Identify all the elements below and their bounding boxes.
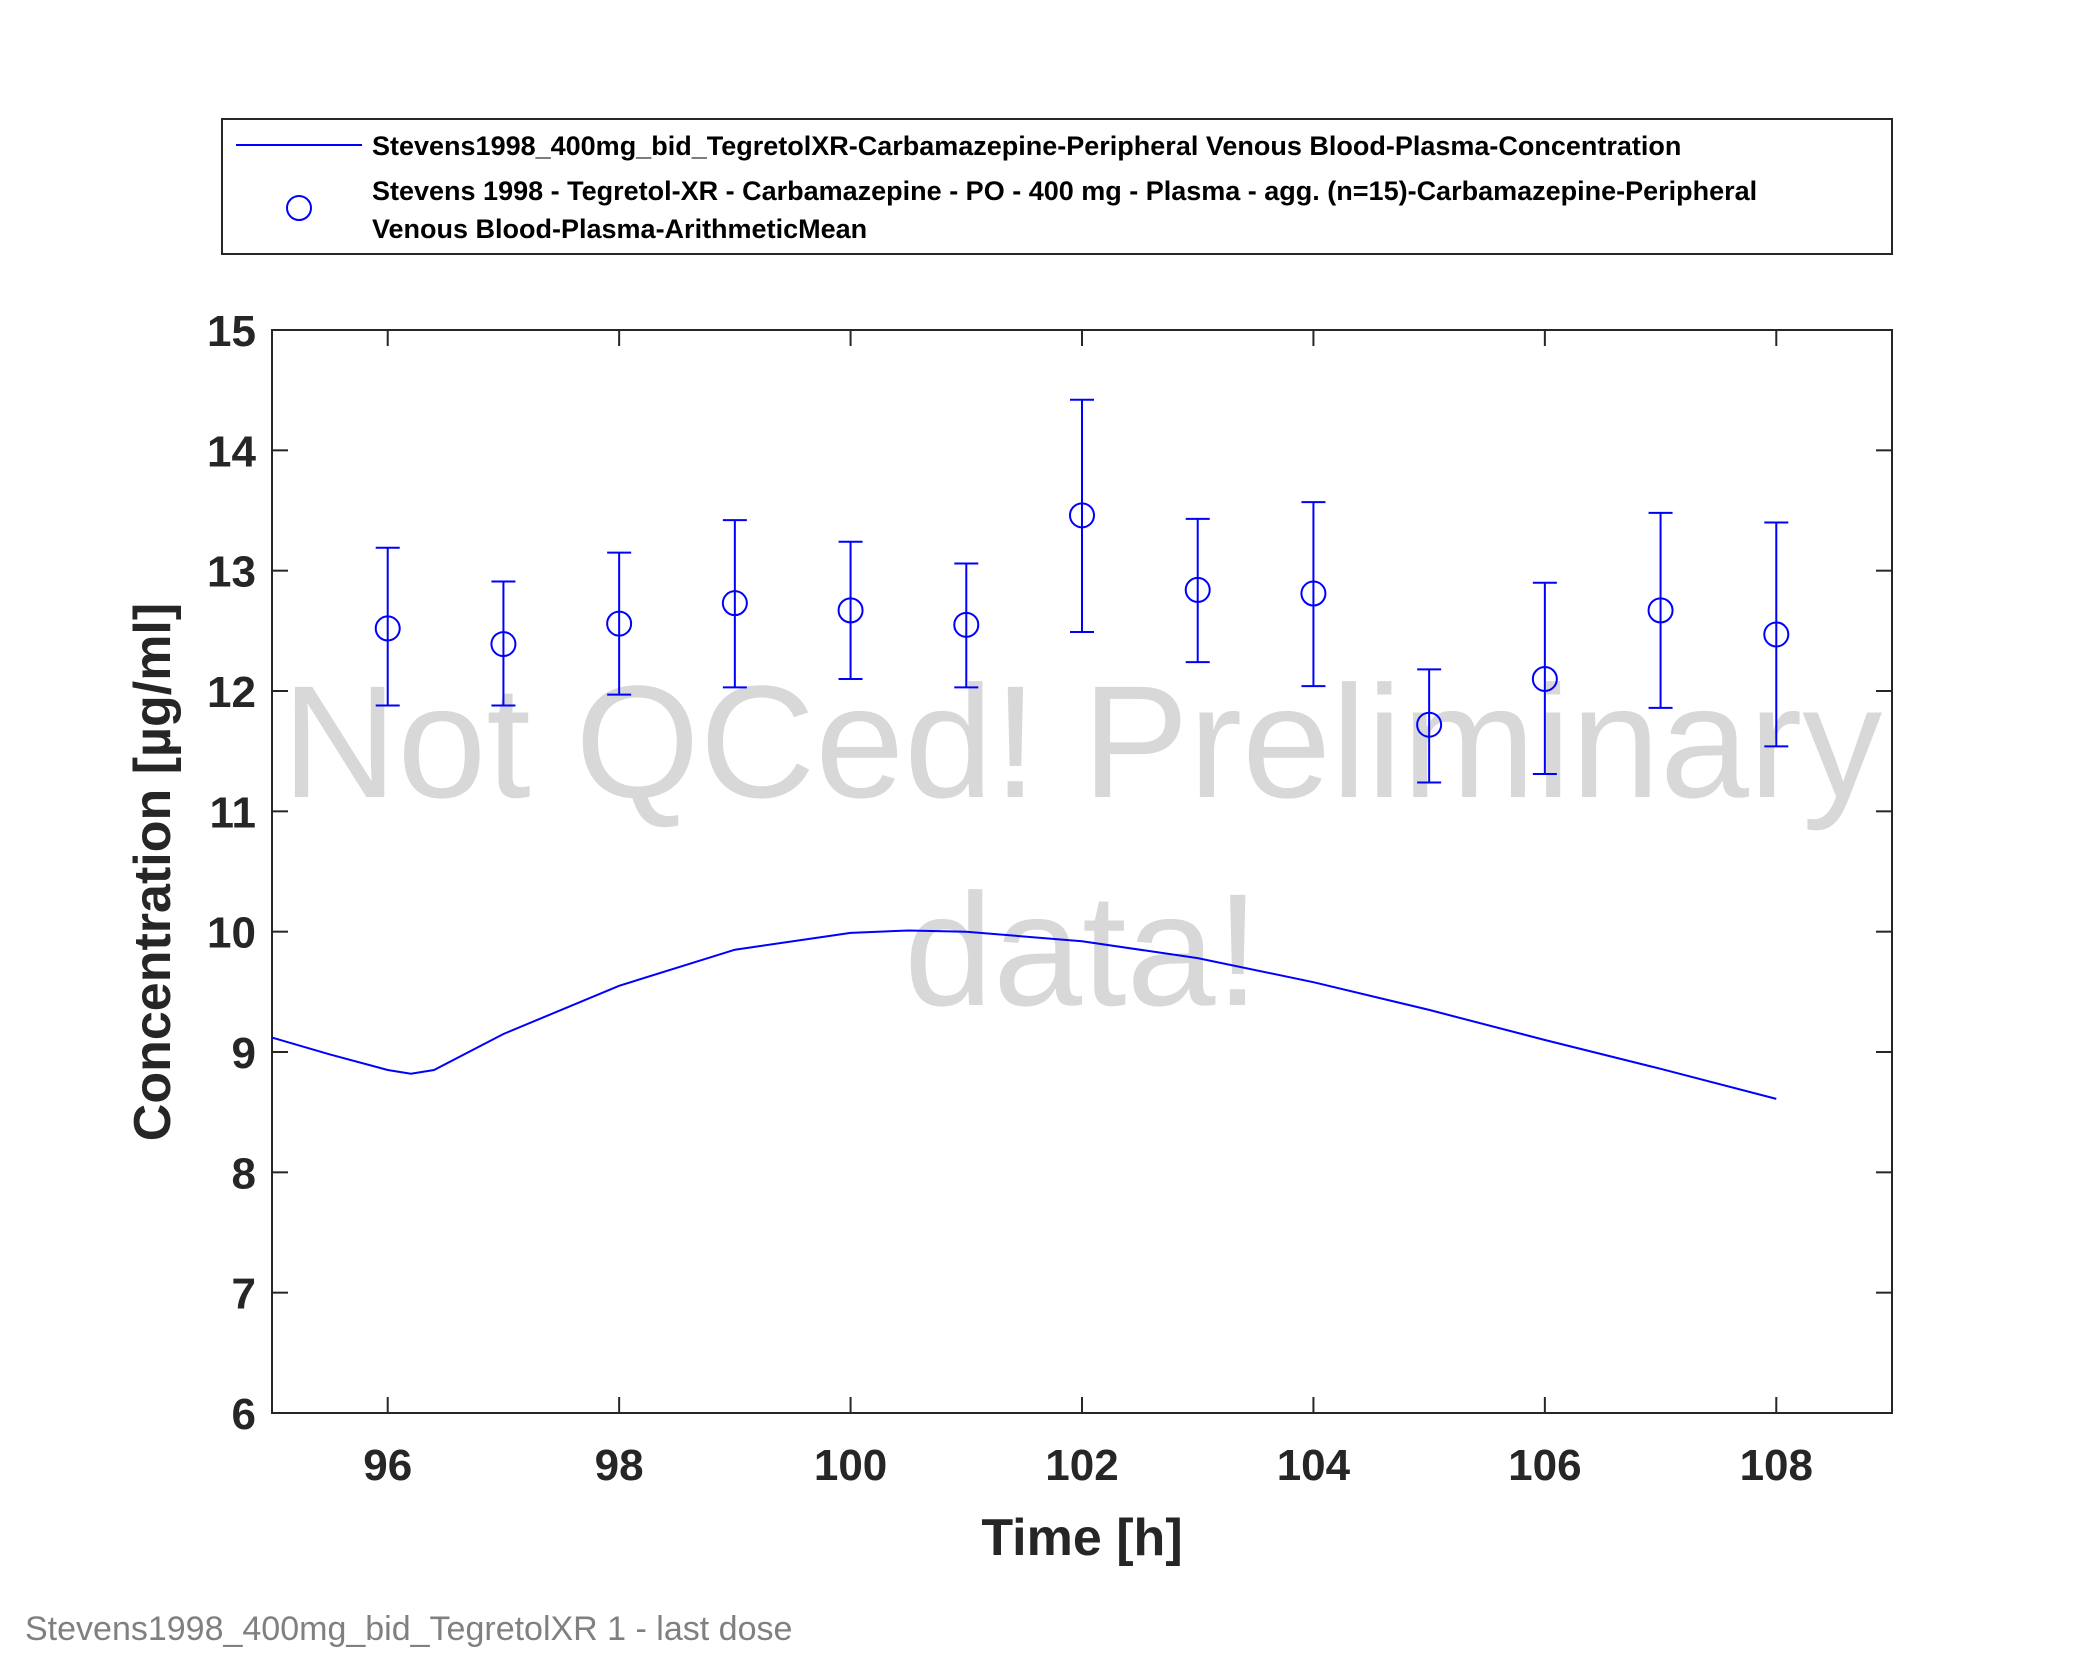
- x-tick-label: 106: [1508, 1441, 1581, 1490]
- data-marker: [1647, 597, 1674, 624]
- simulation-series: [271, 929, 1777, 1100]
- y-tick-label: 13: [207, 548, 256, 597]
- y-tick-label: 12: [207, 668, 256, 717]
- y-tick-label: 15: [207, 307, 256, 356]
- observed-point: [1531, 581, 1558, 776]
- data-marker: [606, 610, 633, 637]
- observed-point: [953, 562, 980, 689]
- x-tick-label: 100: [814, 1441, 887, 1490]
- y-tick-label: 8: [232, 1149, 256, 1198]
- x-tick-label: 102: [1045, 1441, 1118, 1490]
- legend: Stevens1998_400mg_bid_TegretolXR-Carbama…: [221, 118, 1893, 255]
- legend-line-label: Stevens1998_400mg_bid_TegretolXR-Carbama…: [372, 131, 1681, 161]
- watermark-line-1: Not QCed! Preliminary: [282, 652, 1882, 831]
- data-marker: [721, 590, 748, 617]
- data-marker: [374, 615, 401, 642]
- observed-point: [1416, 668, 1443, 784]
- observed-point: [490, 580, 517, 707]
- observed-point: [1300, 501, 1327, 688]
- observed-point: [1647, 511, 1674, 709]
- data-marker: [1300, 580, 1327, 607]
- legend-circle-swatch: [286, 195, 312, 221]
- y-tick-label: 11: [209, 788, 256, 837]
- watermark-line-2: data!: [904, 860, 1260, 1039]
- legend-scatter-label-line1: Stevens 1998 - Tegretol-XR - Carbamazepi…: [372, 176, 1757, 206]
- watermark: Not QCed! Preliminary data!: [282, 652, 1882, 1039]
- simulation-line: [271, 929, 1777, 1100]
- x-tick-label: 104: [1277, 1441, 1351, 1490]
- y-axis-title: Concentration [µg/ml]: [124, 603, 182, 1141]
- observed-point: [1069, 398, 1095, 634]
- data-marker: [1416, 711, 1443, 738]
- y-tick-label: 7: [232, 1270, 256, 1319]
- y-axis-ticks: 6 7 8 9 10 11 12 13 14 15: [207, 307, 1892, 1439]
- observed-point: [374, 546, 401, 707]
- observed-series: [374, 398, 1790, 784]
- footnote: Stevens1998_400mg_bid_TegretolXR 1 - las…: [25, 1610, 792, 1648]
- data-marker: [1763, 621, 1790, 648]
- observed-point: [837, 540, 864, 680]
- y-tick-label: 9: [232, 1029, 256, 1078]
- observed-point: [1184, 517, 1211, 664]
- observed-point: [1763, 521, 1790, 748]
- observed-point: [606, 551, 633, 696]
- y-tick-label: 10: [207, 909, 256, 958]
- observed-point: [721, 519, 748, 689]
- legend-box: [221, 118, 1893, 255]
- x-tick-label: 98: [595, 1441, 644, 1490]
- data-marker: [837, 597, 864, 624]
- x-axis-ticks: 96 98 100 102 104 106 108: [363, 330, 1813, 1490]
- y-tick-label: 6: [232, 1390, 256, 1439]
- x-tick-label: 96: [363, 1441, 412, 1490]
- y-tick-label: 14: [207, 427, 256, 476]
- x-tick-label: 108: [1740, 1441, 1813, 1490]
- legend-scatter-label-line2: Venous Blood-Plasma-ArithmeticMean: [372, 214, 867, 244]
- data-marker: [953, 611, 980, 638]
- data-marker: [1184, 576, 1211, 603]
- data-marker: [1531, 665, 1558, 692]
- data-marker: [1069, 502, 1095, 529]
- x-axis-title: Time [h]: [981, 1509, 1182, 1567]
- data-marker: [490, 631, 517, 658]
